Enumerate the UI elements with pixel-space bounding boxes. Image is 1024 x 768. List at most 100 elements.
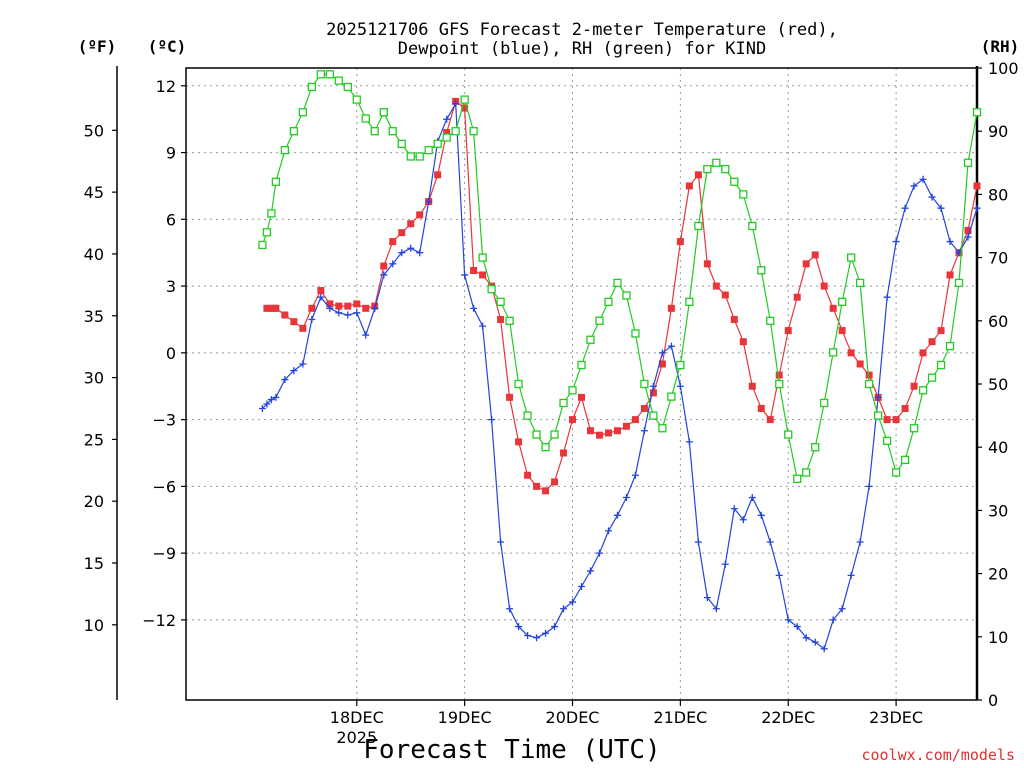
rh-point — [316, 70, 325, 79]
temperature-point — [910, 382, 918, 390]
temperature-point — [479, 271, 487, 279]
rh-point — [397, 139, 406, 148]
temperature-point — [703, 260, 711, 268]
dewpoint-point — [371, 304, 379, 312]
dewpoint-point — [551, 623, 559, 631]
dewpoint-point — [506, 605, 514, 613]
dewpoint-point — [631, 471, 639, 479]
rh-point — [262, 228, 272, 237]
temperature-point — [676, 238, 684, 246]
data-series — [258, 70, 982, 653]
rh-point — [613, 278, 622, 288]
rh-point — [891, 468, 901, 477]
rh-point — [343, 82, 352, 92]
dewpoint-point — [658, 349, 666, 357]
dewpoint-line — [261, 101, 978, 650]
rh-point — [604, 297, 613, 306]
axes — [112, 66, 982, 706]
temperature-point — [470, 267, 478, 275]
rh-tick-label: 100 — [988, 59, 1019, 78]
dewpoint-point — [802, 634, 810, 642]
temperature-point — [308, 304, 316, 312]
celsius-tick-label: −3 — [152, 411, 176, 430]
dewpoint-point — [317, 293, 325, 301]
rh-point — [730, 177, 739, 186]
temperature-point — [380, 262, 388, 270]
rh-point — [963, 158, 973, 167]
x-tick-label: 20DEC — [546, 708, 600, 727]
dewpoint-point — [748, 493, 756, 501]
temperature-point — [766, 416, 774, 424]
dewpoint-point — [685, 438, 693, 446]
rh-point — [873, 411, 883, 420]
temperature-point — [667, 304, 675, 312]
temperature-point — [622, 422, 630, 430]
dewpoint-point — [470, 304, 478, 312]
rh-point — [658, 424, 667, 433]
rh-point — [918, 386, 928, 395]
temperature-point — [461, 104, 469, 112]
rh-tick-label: 70 — [988, 249, 1008, 268]
rh-point — [469, 127, 478, 136]
dewpoint-point — [640, 427, 648, 435]
rh-point — [721, 164, 730, 174]
dewpoint-series — [258, 100, 981, 653]
dewpoint-point — [586, 567, 594, 575]
rh-point — [882, 436, 892, 446]
temperature-point — [640, 404, 648, 412]
rh-point — [379, 108, 388, 117]
rh-series — [258, 70, 982, 483]
dewpoint-point — [928, 193, 936, 201]
rh-point — [936, 360, 946, 370]
dewpoint-point — [874, 393, 882, 401]
rh-point — [289, 127, 299, 136]
rh-point — [370, 127, 379, 136]
temperature-point — [560, 449, 568, 457]
rh-point — [280, 146, 290, 155]
rh-point — [271, 177, 281, 186]
fahrenheit-tick-label: 30 — [84, 369, 104, 388]
rh-point — [945, 341, 955, 351]
temperature-line — [266, 100, 978, 492]
dewpoint-point — [290, 367, 298, 375]
temperature-point — [542, 487, 550, 495]
temperature-point — [649, 389, 657, 397]
rh-point — [298, 108, 308, 117]
rh-unit-label: (RH) — [981, 37, 1020, 56]
rh-point — [307, 82, 316, 92]
rh-point — [406, 152, 415, 161]
dewpoint-point — [721, 560, 729, 568]
dewpoint-point — [649, 382, 657, 390]
rh-point — [577, 360, 586, 370]
rh-point — [496, 297, 505, 306]
temperature-point — [712, 282, 720, 290]
temperature-point — [290, 318, 298, 326]
dewpoint-point — [820, 645, 828, 653]
dewpoint-point — [865, 482, 873, 490]
temperature-point — [730, 315, 738, 323]
temperature-point — [919, 349, 927, 357]
rh-point — [541, 443, 550, 452]
temperature-point — [524, 471, 532, 479]
rh-point — [568, 386, 577, 395]
temperature-point — [811, 251, 819, 259]
dewpoint-point — [335, 309, 343, 317]
rh-point — [900, 455, 910, 464]
rh-point — [424, 146, 433, 155]
temperature-point — [551, 478, 559, 486]
rh-point — [685, 297, 694, 306]
rh-point — [640, 379, 649, 389]
rh-point — [267, 209, 276, 218]
temperature-point — [344, 302, 352, 310]
celsius-unit-label: (ºC) — [148, 37, 187, 56]
dewpoint-point — [497, 538, 505, 546]
rh-point — [361, 114, 370, 123]
temperature-point — [784, 327, 792, 335]
temperature-point — [613, 427, 621, 435]
celsius-tick-label: 0 — [166, 344, 176, 363]
rh-tick-label: 0 — [988, 691, 998, 710]
fahrenheit-tick-label: 25 — [84, 430, 104, 449]
dewpoint-point — [838, 605, 846, 613]
dewpoint-point — [443, 115, 451, 123]
